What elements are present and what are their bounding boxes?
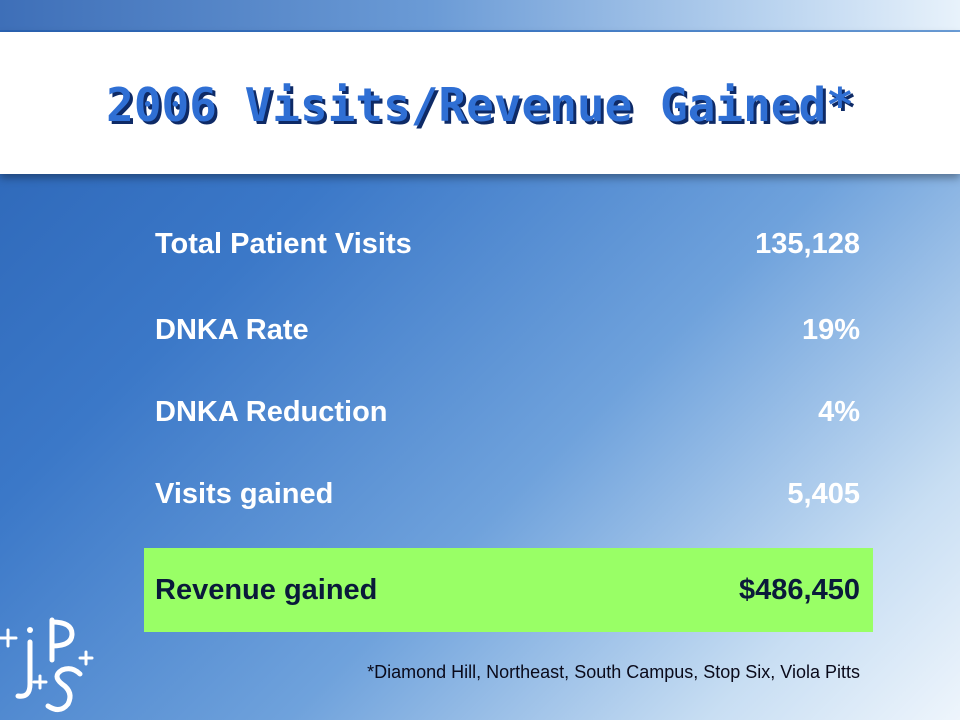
row-label: DNKA Rate [155,314,309,346]
row-value: 4% [818,396,860,428]
slide-title: 2006 Visits/Revenue Gained* [106,78,854,132]
row-dnka-reduction: DNKA Reduction 4% [155,390,860,434]
row-value: 19% [801,314,860,346]
top-band [0,0,960,30]
row-visits-gained: Visits gained 5,405 [155,472,860,516]
revenue-label: Revenue gained [155,574,378,606]
row-label: DNKA Reduction [155,396,388,428]
row-dnka-rate: DNKA Rate 19% [155,308,860,352]
row-value: 135,128 [755,228,860,260]
row-total-patient-visits: Total Patient Visits 135,128 [155,222,860,266]
revenue-value: $486,450 [739,574,860,606]
row-label: Visits gained [155,478,334,510]
row-label: Total Patient Visits [155,228,412,260]
jps-logo-icon [0,617,94,712]
title-box [0,32,960,174]
row-value: 5,405 [787,478,860,510]
revenue-highlight-box: Revenue gained $486,450 [144,548,873,632]
footnote: *Diamond Hill, Northeast, South Campus, … [367,662,860,682]
